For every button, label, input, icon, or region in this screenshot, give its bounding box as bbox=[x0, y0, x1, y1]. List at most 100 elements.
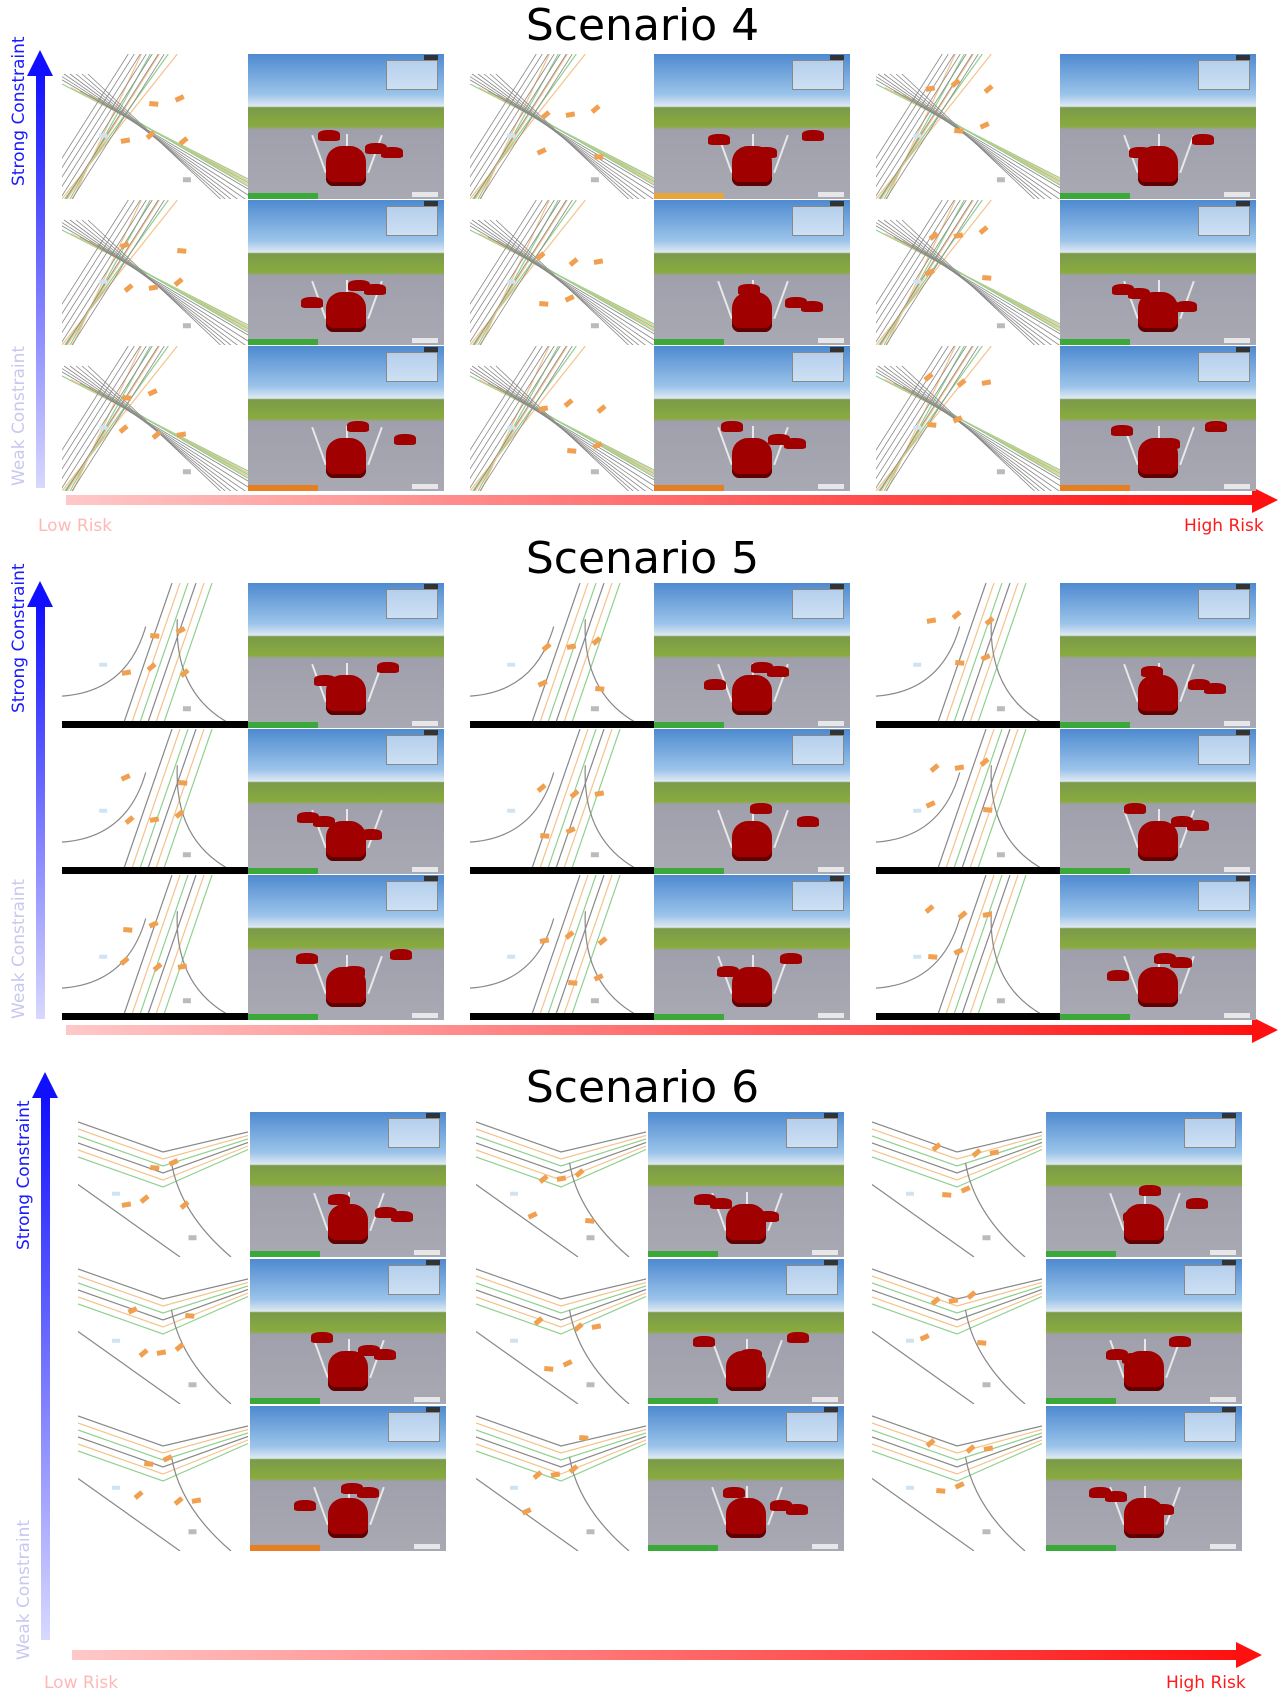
lane-graph bbox=[876, 875, 1053, 1020]
vehicle bbox=[768, 434, 790, 445]
lane-graph bbox=[476, 1415, 646, 1551]
simulator-logo bbox=[812, 1397, 838, 1402]
lane-marking bbox=[717, 426, 733, 466]
simulator-logo bbox=[414, 1397, 440, 1402]
status-bar bbox=[1060, 485, 1130, 491]
vehicle bbox=[311, 1332, 333, 1343]
scenario-sample bbox=[0, 875, 1, 1020]
lane-marking bbox=[1179, 280, 1195, 320]
vehicle bbox=[1205, 421, 1227, 432]
lane-graph bbox=[876, 729, 1053, 874]
vehicle bbox=[1112, 284, 1134, 295]
simulator-view bbox=[654, 200, 850, 345]
vehicle bbox=[1175, 301, 1197, 312]
birds-eye-map bbox=[78, 1112, 248, 1257]
lane-marking bbox=[1109, 1192, 1125, 1232]
telemetry-panel bbox=[388, 1118, 440, 1148]
telemetry-panel bbox=[792, 352, 844, 382]
vehicle bbox=[1187, 820, 1209, 831]
vehicle bbox=[1204, 683, 1226, 694]
simulator-view bbox=[1060, 200, 1256, 345]
ego-vehicle bbox=[328, 1351, 368, 1391]
vehicle bbox=[374, 1349, 396, 1360]
status-bar bbox=[654, 193, 724, 199]
simulator-logo bbox=[812, 1250, 838, 1255]
fps-badge bbox=[424, 201, 438, 206]
map-border-bar bbox=[470, 1013, 656, 1020]
fps-badge bbox=[1222, 1407, 1236, 1412]
telemetry-panel bbox=[1184, 1118, 1236, 1148]
vehicle bbox=[1171, 816, 1193, 827]
status-bar bbox=[1060, 339, 1130, 345]
simulator-view bbox=[248, 54, 444, 199]
birds-eye-map bbox=[876, 583, 1062, 728]
fps-badge bbox=[1236, 876, 1250, 881]
lane-marking bbox=[1165, 1192, 1181, 1232]
birds-eye-map bbox=[876, 200, 1062, 345]
telemetry-panel bbox=[386, 735, 438, 765]
scenario-sample bbox=[0, 54, 1, 199]
risk-axis-arrow bbox=[72, 1642, 1262, 1668]
ego-vehicle bbox=[1138, 292, 1178, 332]
telemetry-panel bbox=[792, 60, 844, 90]
vehicle bbox=[1111, 425, 1133, 436]
lane-graph bbox=[62, 54, 248, 199]
fps-badge bbox=[426, 1407, 440, 1412]
simulator-logo bbox=[1210, 1397, 1236, 1402]
vehicle bbox=[1128, 288, 1150, 299]
map-border-bar bbox=[62, 867, 248, 874]
simulator-view bbox=[1060, 583, 1256, 728]
vehicle bbox=[767, 666, 789, 677]
birds-eye-map bbox=[62, 875, 248, 1020]
status-bar bbox=[654, 868, 724, 874]
simulator-logo bbox=[414, 1544, 440, 1549]
simulator-view bbox=[654, 346, 850, 491]
fps-badge bbox=[424, 347, 438, 352]
lane-marking bbox=[717, 809, 733, 849]
vehicle bbox=[802, 130, 824, 141]
telemetry-panel bbox=[386, 352, 438, 382]
vehicle bbox=[1170, 957, 1192, 968]
constraint-axis-shaft bbox=[36, 74, 45, 488]
telemetry-panel bbox=[792, 589, 844, 619]
status-bar bbox=[248, 868, 318, 874]
simulator-view bbox=[248, 583, 444, 728]
simulator-logo bbox=[812, 1544, 838, 1549]
constraint-axis-arrow bbox=[27, 50, 53, 488]
vehicle bbox=[751, 662, 773, 673]
simulator-view bbox=[248, 200, 444, 345]
simulator-logo bbox=[414, 1250, 440, 1255]
ego-vehicle bbox=[328, 1204, 368, 1244]
simulator-logo bbox=[1210, 1250, 1236, 1255]
simulator-view bbox=[248, 875, 444, 1020]
birds-eye-map bbox=[470, 875, 656, 1020]
status-bar bbox=[248, 722, 318, 728]
telemetry-panel bbox=[1198, 206, 1250, 236]
status-bar bbox=[250, 1545, 320, 1551]
simulator-view bbox=[648, 1112, 844, 1257]
birds-eye-map bbox=[78, 1406, 248, 1551]
lane-graph bbox=[470, 729, 647, 874]
vehicle bbox=[787, 1332, 809, 1343]
lane-marking bbox=[367, 426, 383, 466]
lane-marking bbox=[1179, 426, 1195, 466]
fps-badge bbox=[830, 347, 844, 352]
lane-graph bbox=[62, 200, 248, 345]
vehicle bbox=[1107, 970, 1129, 981]
scenario-sample bbox=[0, 1259, 1, 1404]
vehicle bbox=[390, 949, 412, 960]
lane-graph bbox=[62, 583, 239, 728]
fps-badge bbox=[1222, 1113, 1236, 1118]
high-risk-label: High Risk bbox=[1184, 516, 1264, 536]
simulator-view bbox=[250, 1112, 446, 1257]
ego-vehicle bbox=[1138, 675, 1178, 715]
lane-marking bbox=[311, 426, 327, 466]
lane-marking bbox=[717, 280, 733, 320]
simulator-view bbox=[248, 729, 444, 874]
lane-graph bbox=[78, 1415, 248, 1551]
vehicle bbox=[750, 803, 772, 814]
lane-graph bbox=[872, 1268, 1042, 1404]
simulator-logo bbox=[818, 338, 844, 343]
simulator-logo bbox=[818, 1013, 844, 1018]
ego-vehicle bbox=[726, 1351, 766, 1391]
